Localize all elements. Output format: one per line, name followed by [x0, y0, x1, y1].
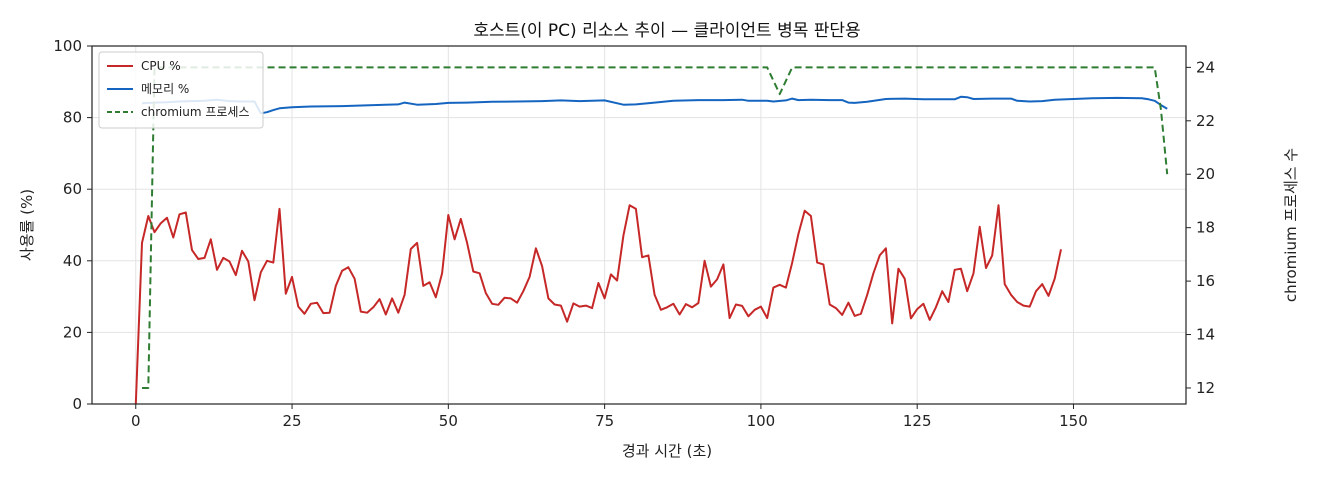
legend-label: CPU % — [141, 59, 181, 73]
y2-tick-label: 20 — [1196, 165, 1215, 183]
y-tick-label: 20 — [63, 323, 82, 341]
y2-tick-label: 24 — [1196, 58, 1215, 76]
series-line-1 — [141, 95, 1168, 115]
legend-label: 메모리 % — [141, 82, 189, 96]
y-axis-title: 사용률 (%) — [18, 189, 36, 261]
x-axis-title: 경과 시간 (초) — [622, 442, 712, 460]
legend: CPU % 메모리 % chromium 프로세스 — [98, 51, 264, 129]
series-line-0 — [134, 204, 1062, 405]
y2-axis-title: chromium 프로세스 수 — [1282, 148, 1300, 302]
x-tick-label: 100 — [747, 412, 776, 430]
x-tick-label: 0 — [131, 412, 141, 430]
chart-title: 호스트(이 PC) 리소스 추이 — 클라이언트 병목 판단용 — [473, 21, 860, 41]
axes: 0 25 50 75 100 125 150 0 20 40 60 80 100 12 14 16 18 20 22… — [53, 37, 1215, 430]
y2-tick-label: 16 — [1196, 272, 1215, 290]
legend-box — [98, 51, 264, 129]
y-tick-label: 80 — [63, 109, 82, 127]
x-tick-label: 50 — [439, 412, 458, 430]
series-line-2 — [142, 66, 1169, 389]
y-tick-label: 100 — [53, 37, 82, 55]
x-tick-label: 25 — [282, 412, 301, 430]
x-tick-label: 75 — [595, 412, 614, 430]
plot-frame — [91, 45, 1187, 405]
y2-tick-label: 18 — [1196, 219, 1215, 237]
x-tick-label: 125 — [903, 412, 932, 430]
y2-tick-label: 14 — [1196, 326, 1215, 344]
y-tick-label: 60 — [63, 180, 82, 198]
series-layer — [134, 66, 1169, 405]
y2-tick-label: 12 — [1196, 379, 1215, 397]
x-tick-label: 150 — [1059, 412, 1088, 430]
y-tick-label: 40 — [63, 252, 82, 270]
y-tick-label: 0 — [72, 395, 82, 413]
y2-tick-label: 22 — [1196, 112, 1215, 130]
legend-label: chromium 프로세스 — [141, 105, 250, 119]
